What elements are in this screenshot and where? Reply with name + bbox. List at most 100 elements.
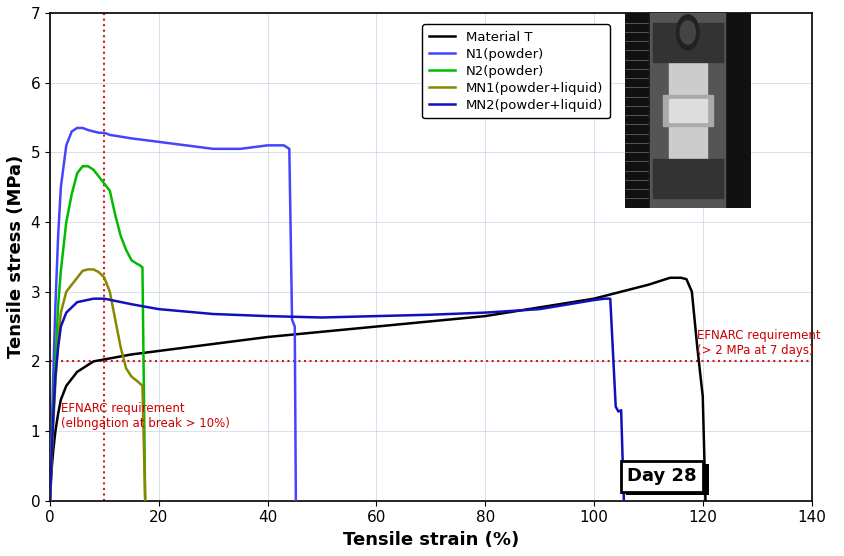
MN2(powder+liquid) bbox=[534, 306, 544, 312]
N2(powder) bbox=[48, 407, 58, 414]
N2(powder) bbox=[140, 498, 150, 504]
MN2(powder+liquid) bbox=[589, 297, 599, 304]
Material T bbox=[46, 466, 57, 473]
MN1(powder+liquid) bbox=[138, 383, 148, 389]
Y-axis label: Tensile stress (MPa): Tensile stress (MPa) bbox=[7, 155, 25, 359]
MN2(powder+liquid) bbox=[48, 414, 58, 420]
Text: EFNARC requirement
(elbngation at break > 10%): EFNARC requirement (elbngation at break … bbox=[61, 401, 230, 430]
N2(powder) bbox=[89, 166, 99, 173]
MN1(powder+liquid) bbox=[45, 498, 55, 504]
N2(powder) bbox=[62, 219, 72, 225]
MN2(powder+liquid) bbox=[605, 295, 615, 302]
MN2(powder+liquid) bbox=[100, 295, 110, 302]
MN1(powder+liquid) bbox=[53, 337, 63, 344]
N2(powder) bbox=[94, 173, 104, 180]
MN1(powder+liquid) bbox=[116, 344, 126, 351]
N1(powder) bbox=[154, 138, 164, 145]
MN1(powder+liquid) bbox=[46, 455, 57, 462]
MN2(powder+liquid) bbox=[616, 407, 626, 414]
Material T bbox=[89, 358, 99, 365]
MN2(powder+liquid) bbox=[371, 313, 381, 320]
Text: Day 28: Day 28 bbox=[633, 470, 702, 488]
Bar bbox=[650, 13, 726, 208]
MN2(powder+liquid) bbox=[51, 372, 61, 379]
MN2(powder+liquid) bbox=[45, 498, 55, 504]
N1(powder) bbox=[284, 146, 295, 152]
MN2(powder+liquid) bbox=[154, 306, 164, 312]
N1(powder) bbox=[83, 127, 93, 133]
N2(powder) bbox=[46, 449, 57, 455]
MN2(powder+liquid) bbox=[53, 344, 63, 351]
N2(powder) bbox=[53, 302, 63, 309]
Material T bbox=[698, 393, 708, 400]
MN1(powder+liquid) bbox=[94, 269, 104, 276]
Text: Day 28: Day 28 bbox=[627, 468, 697, 485]
N2(powder) bbox=[116, 232, 126, 239]
N2(powder) bbox=[72, 170, 82, 177]
Material T bbox=[45, 498, 55, 504]
N1(powder) bbox=[53, 232, 63, 239]
Material T bbox=[665, 275, 675, 281]
MN2(powder+liquid) bbox=[316, 314, 327, 321]
MN1(powder+liquid) bbox=[121, 365, 131, 372]
N2(powder) bbox=[67, 191, 77, 197]
N1(powder) bbox=[208, 146, 219, 152]
Material T bbox=[371, 323, 381, 330]
MN2(powder+liquid) bbox=[46, 452, 57, 459]
MN1(powder+liquid) bbox=[56, 309, 66, 316]
N1(powder) bbox=[46, 435, 57, 441]
MN2(powder+liquid) bbox=[425, 311, 436, 318]
N1(powder) bbox=[89, 128, 99, 135]
N1(powder) bbox=[105, 132, 115, 138]
Bar bbox=[652, 23, 723, 62]
Material T bbox=[262, 334, 273, 340]
Circle shape bbox=[680, 21, 695, 44]
Bar bbox=[625, 13, 652, 208]
N1(powder) bbox=[62, 142, 72, 148]
N1(powder) bbox=[181, 142, 191, 148]
Line: Material T: Material T bbox=[50, 278, 706, 501]
N2(powder) bbox=[127, 257, 137, 264]
N2(powder) bbox=[78, 163, 88, 170]
Text: EFNARC requirement
(> 2 MPa at 7 days): EFNARC requirement (> 2 MPa at 7 days) bbox=[697, 329, 821, 357]
N2(powder) bbox=[105, 187, 115, 194]
MN1(powder+liquid) bbox=[48, 421, 58, 428]
N1(powder) bbox=[48, 372, 58, 379]
Material T bbox=[676, 275, 686, 281]
MN1(powder+liquid) bbox=[100, 275, 110, 281]
MN2(powder+liquid) bbox=[208, 311, 219, 317]
Material T bbox=[53, 410, 63, 417]
MN1(powder+liquid) bbox=[72, 275, 82, 281]
X-axis label: Tensile strain (%): Tensile strain (%) bbox=[343, 531, 519, 549]
MN2(powder+liquid) bbox=[127, 301, 137, 307]
Material T bbox=[701, 498, 711, 504]
MN1(powder+liquid) bbox=[105, 289, 115, 295]
N1(powder) bbox=[291, 498, 301, 504]
MN2(powder+liquid) bbox=[600, 295, 610, 302]
Bar bbox=[652, 160, 723, 198]
Bar bbox=[723, 13, 750, 208]
Line: MN2(powder+liquid): MN2(powder+liquid) bbox=[50, 299, 624, 501]
N2(powder) bbox=[111, 212, 121, 219]
Material T bbox=[681, 276, 691, 282]
MN2(powder+liquid) bbox=[611, 403, 621, 410]
MN2(powder+liquid) bbox=[62, 309, 72, 316]
MN2(powder+liquid) bbox=[262, 313, 273, 320]
MN1(powder+liquid) bbox=[89, 266, 99, 273]
N2(powder) bbox=[100, 180, 110, 187]
N1(powder) bbox=[289, 323, 300, 330]
Material T bbox=[589, 295, 599, 302]
Line: MN1(powder+liquid): MN1(powder+liquid) bbox=[50, 270, 145, 501]
N2(powder) bbox=[135, 262, 145, 269]
N2(powder) bbox=[121, 246, 131, 253]
N2(powder) bbox=[132, 261, 142, 267]
Bar bbox=[669, 99, 706, 122]
Bar bbox=[669, 28, 706, 192]
Material T bbox=[643, 281, 653, 288]
Material T bbox=[181, 344, 191, 351]
MN1(powder+liquid) bbox=[83, 266, 93, 273]
MN1(powder+liquid) bbox=[127, 374, 137, 380]
N2(powder) bbox=[45, 498, 55, 504]
Material T bbox=[48, 447, 58, 454]
Circle shape bbox=[677, 15, 699, 50]
